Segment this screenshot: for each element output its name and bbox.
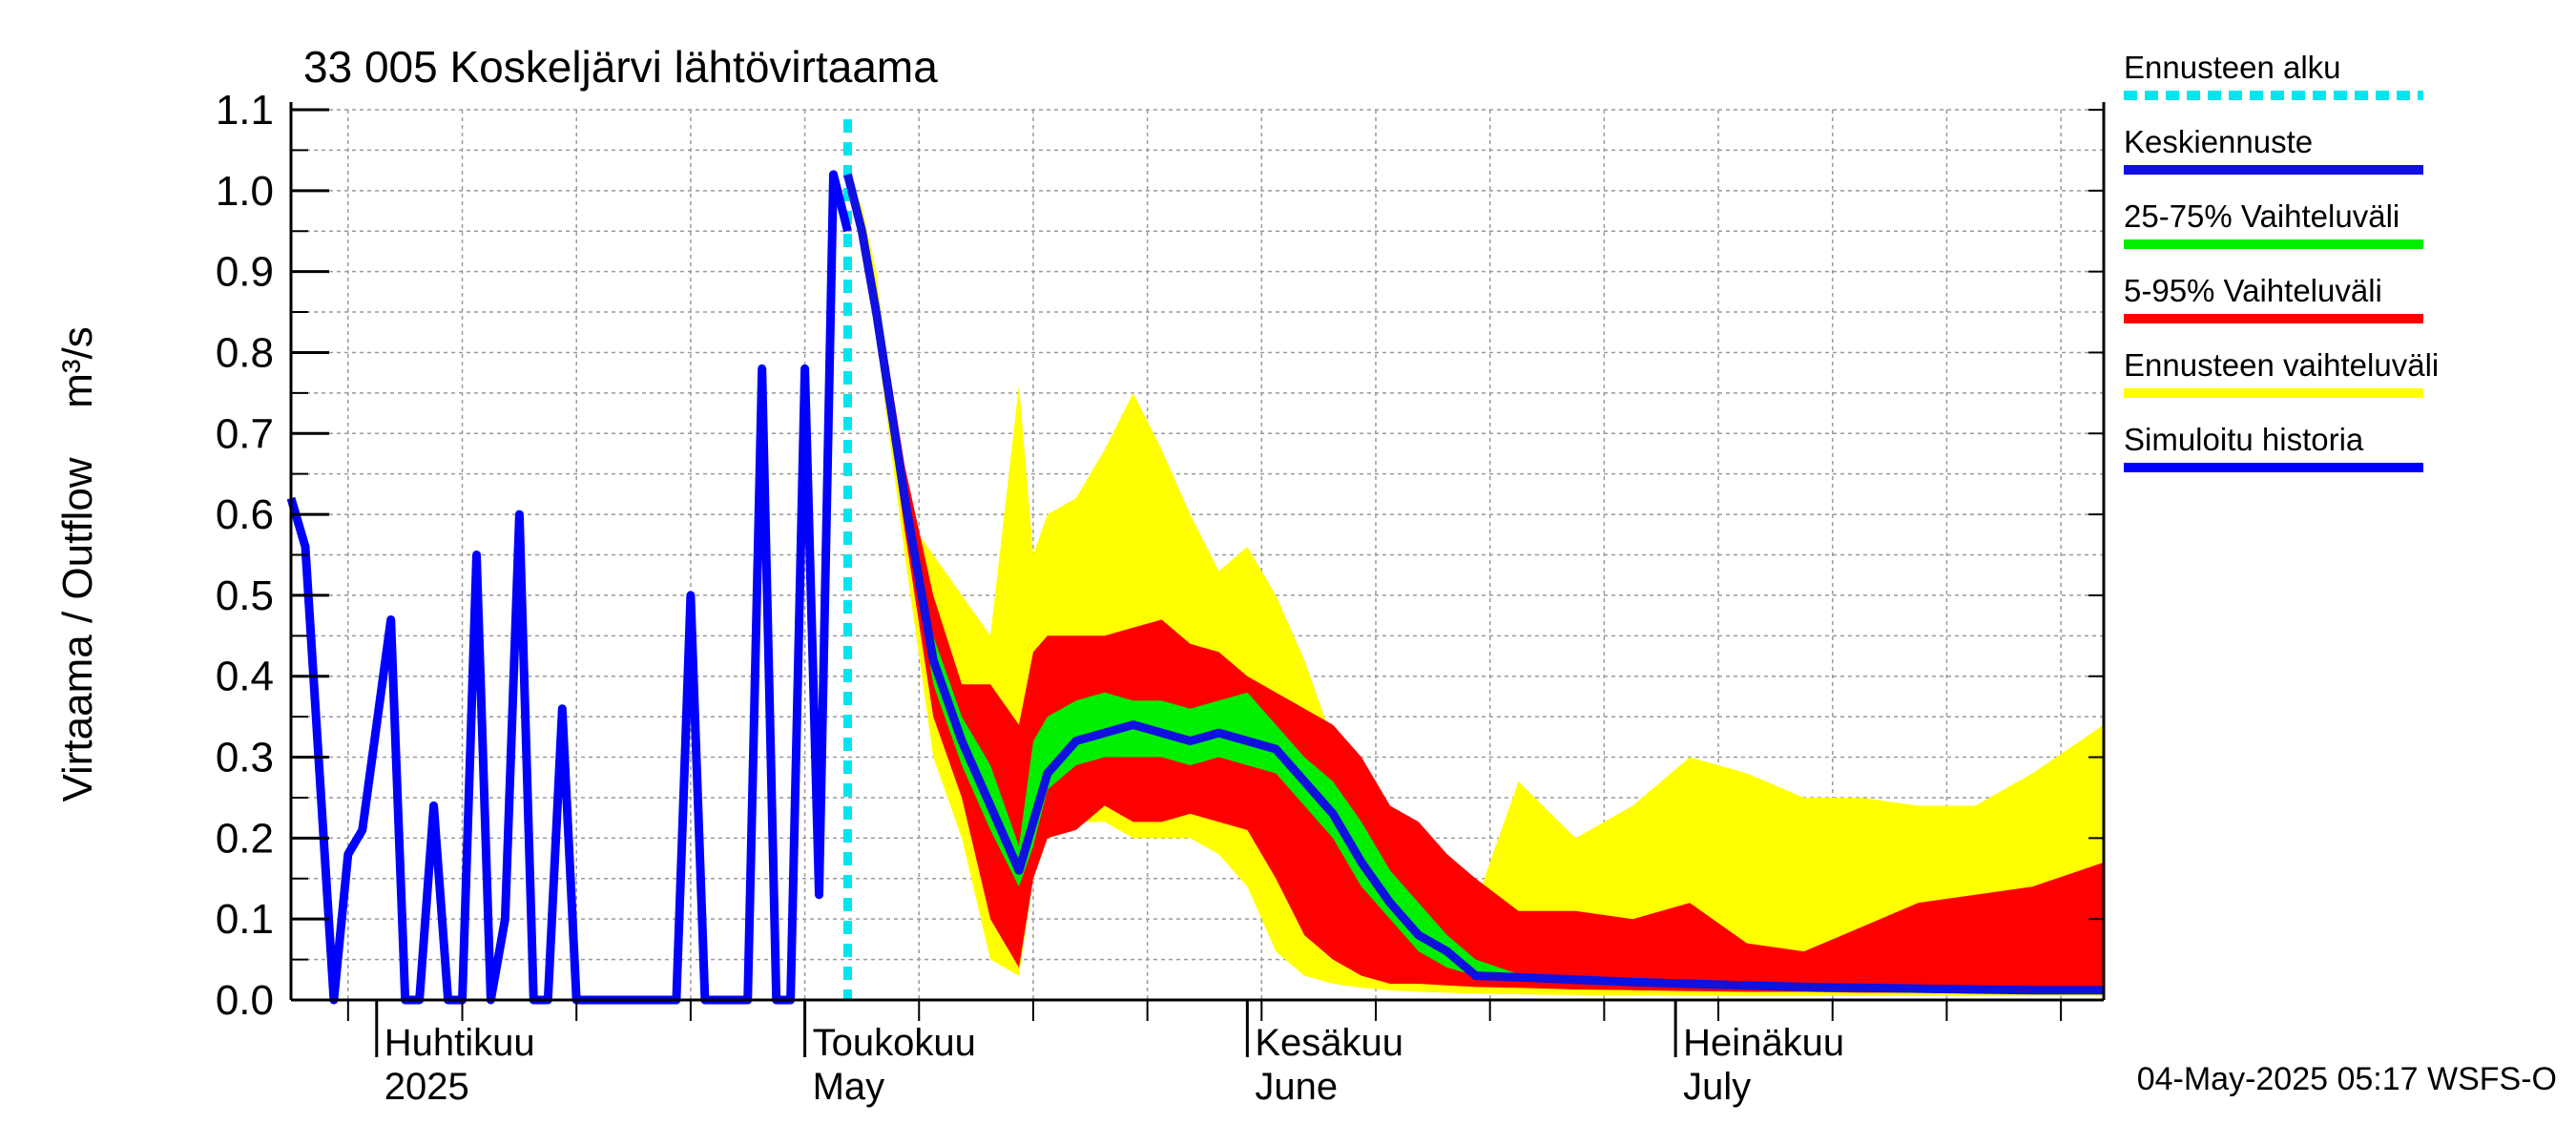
y-tick-label: 1.1 (216, 87, 274, 134)
legend-label: 5-95% Vaihteluväli (2124, 273, 2382, 308)
history-line (286, 170, 852, 1005)
y-tick-label: 0.6 (216, 491, 274, 538)
month-label-fi: Kesäkuu (1255, 1022, 1403, 1064)
y-axis-unit: m³/s (54, 326, 101, 408)
y-tick-label: 0.1 (216, 896, 274, 943)
month-label-en: 2025 (384, 1066, 469, 1108)
forecast-bands (847, 174, 2104, 996)
y-tick-label: 0.5 (216, 572, 274, 619)
median-forecast-line (843, 173, 2104, 995)
y-tick-label: 0.9 (216, 249, 274, 296)
legend: Ennusteen alku Keskiennuste 25-75% Vaihtel… (2124, 50, 2439, 472)
month-label-en: June (1255, 1066, 1338, 1108)
month-label-fi: Huhtikuu (384, 1022, 535, 1064)
legend-label: Keskiennuste (2124, 124, 2313, 159)
y-tick-label: 0.8 (216, 329, 274, 376)
legend-label: Simuloitu historia (2124, 422, 2364, 457)
legend-label: Ennusteen alku (2124, 50, 2341, 85)
band-5-95 (847, 174, 2104, 994)
y-tick-label: 0.0 (216, 977, 274, 1024)
timestamp-footer: 04-May-2025 05:17 WSFS-O (2137, 1061, 2557, 1097)
month-label-fi: Heinäkuu (1683, 1022, 1844, 1064)
month-label-en: July (1683, 1066, 1751, 1108)
y-tick-label: 0.4 (216, 654, 274, 700)
band-full-range (847, 174, 2104, 996)
y-tick-label: 0.3 (216, 735, 274, 781)
legend-label: 25-75% Vaihteluväli (2124, 198, 2399, 234)
month-label-fi: Toukokuu (813, 1022, 976, 1064)
legend-label: Ennusteen vaihteluväli (2124, 347, 2439, 383)
chart-title: 33 005 Koskeljärvi lähtövirtaama (303, 42, 938, 92)
month-label-en: May (813, 1066, 885, 1108)
y-tick-label: 0.7 (216, 410, 274, 457)
y-tick-labels: 0.0 0.1 0.2 0.3 0.4 0.5 0.6 0.7 0.8 0.9 1.0 1.1 (216, 87, 274, 1024)
chart-axes (289, 102, 2106, 1057)
y-tick-label: 0.2 (216, 815, 274, 862)
y-tick-label: 1.0 (216, 168, 274, 215)
y-axis-label: Virtaama / Outflow (54, 457, 101, 802)
